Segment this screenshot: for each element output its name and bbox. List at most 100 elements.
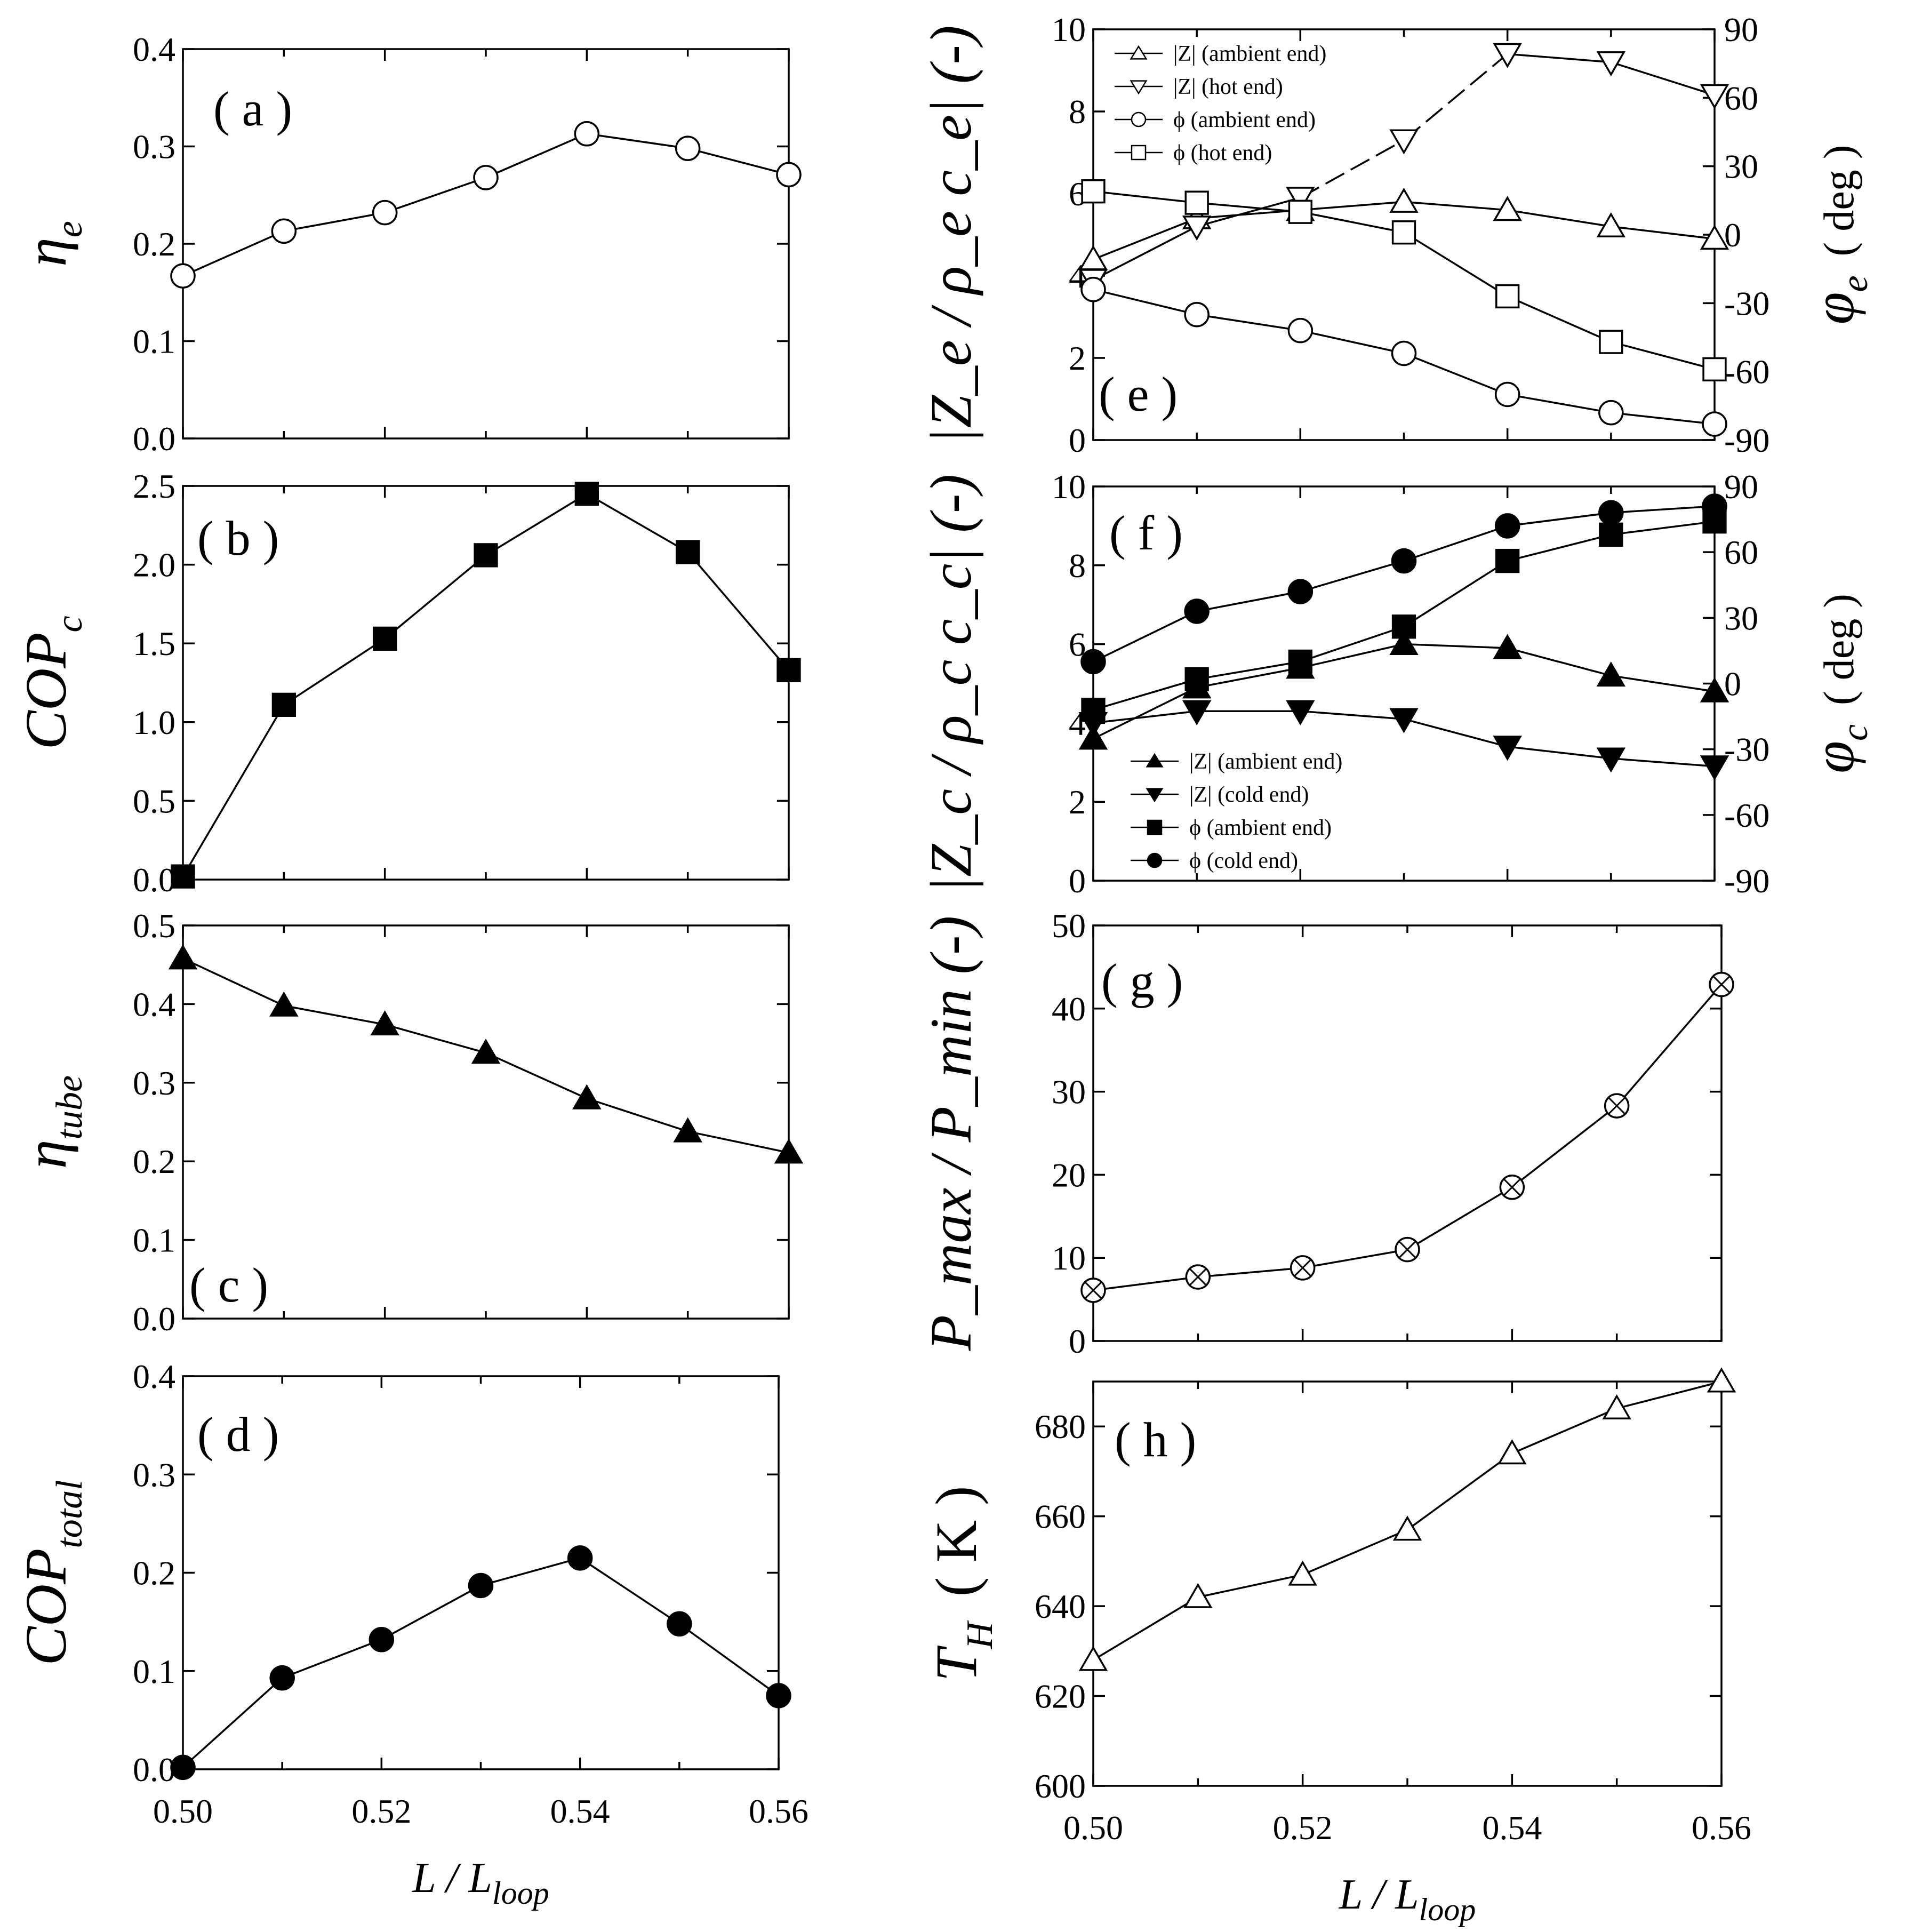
series-line-segment	[1197, 202, 1301, 213]
series-line-segment	[284, 1004, 385, 1026]
series-line-segment	[1093, 217, 1197, 260]
series-line-segment	[1511, 1407, 1617, 1455]
data-point	[1078, 1646, 1108, 1671]
y-tick-label: 40	[1052, 990, 1086, 1028]
series-line-segment	[1507, 209, 1612, 228]
data-point	[370, 1010, 399, 1036]
data-point	[1286, 700, 1315, 725]
legend-entry: ϕ (hot end)	[1115, 141, 1272, 165]
panel-a: 0.0 0.1 0.2 0.3 0.4 ( a ) ηe	[13, 30, 802, 458]
series-line-segment	[1093, 288, 1197, 316]
series-line-segment	[1616, 1380, 1722, 1410]
series-c-0	[168, 944, 804, 1164]
x-axis-label-sub: loop	[1419, 1892, 1476, 1927]
series-line-segment	[1611, 411, 1715, 425]
data-point	[1182, 700, 1212, 725]
series-e-1	[1078, 43, 1729, 294]
data-point	[1391, 220, 1416, 245]
data-point	[1185, 1264, 1211, 1290]
data-point	[1596, 747, 1626, 773]
series-line-segment	[1507, 295, 1612, 343]
legend-entry: ϕ (cold end)	[1131, 849, 1298, 873]
y-tick-label: 0.2	[133, 1143, 175, 1180]
data-point	[1392, 1515, 1422, 1541]
series-line-segment	[586, 493, 688, 553]
series-line-segment	[1196, 590, 1301, 612]
y-tick-label: 0.3	[133, 128, 175, 166]
y-axis-label-main: T	[924, 1645, 989, 1681]
data-point	[1497, 1439, 1527, 1465]
data-point	[1288, 1560, 1317, 1586]
y-axis-label-main: COP	[13, 633, 78, 750]
x-axis-label: L / Lloop	[412, 1855, 549, 1911]
series-line-segment	[485, 1052, 588, 1099]
y-axis-label-sub: tube	[49, 1075, 90, 1140]
data-point	[1081, 179, 1106, 204]
legend-label: |Z| (ambient end)	[1173, 42, 1326, 66]
y-tick-label: 640	[1035, 1587, 1086, 1625]
series-line-segment	[1507, 533, 1612, 562]
data-point	[1389, 187, 1419, 213]
data-point	[1389, 129, 1419, 155]
data-point	[1286, 187, 1315, 212]
series-line-segment	[182, 1677, 283, 1768]
y-tick-label: 0.0	[133, 1300, 175, 1338]
y-tick-label: 0.0	[133, 1751, 175, 1789]
data-point	[1596, 661, 1626, 687]
y2-tick-label: 30	[1724, 599, 1758, 637]
series-line-segment	[1507, 647, 1612, 677]
data-point	[1702, 493, 1727, 519]
data-point	[1391, 340, 1417, 366]
data-point	[1493, 634, 1522, 659]
data-point	[574, 121, 600, 147]
data-point	[1395, 1236, 1420, 1263]
y2-axis-label-sub: c	[1835, 724, 1876, 741]
data-point	[673, 1117, 702, 1143]
panel-label: ( f )	[1109, 506, 1183, 560]
y-axis-label: TH ( K )	[924, 1486, 1000, 1682]
x-tick-label: 0.50	[153, 1792, 213, 1830]
y2-axis-label: φc ( deg )	[1801, 594, 1876, 773]
y-axis-label: |Z_e / ρ_e c_e| (-)	[918, 25, 983, 444]
data-point	[1700, 84, 1729, 109]
legend-entry: |Z| (ambient end)	[1115, 42, 1326, 66]
y-tick-label: 0.1	[133, 323, 175, 361]
y-tick-label: 0.3	[133, 1456, 175, 1494]
y-tick-label: 10	[1052, 1239, 1086, 1277]
series-line-segment	[480, 1557, 581, 1587]
y2-tick-label: -90	[1724, 862, 1769, 900]
legend-marker	[1147, 852, 1163, 868]
data-point	[1078, 724, 1108, 750]
y-tick-label: 2.5	[133, 467, 175, 505]
data-point	[766, 1683, 791, 1709]
y-axis-label-main: COP	[13, 1548, 78, 1666]
y2-tick-label: 90	[1724, 11, 1758, 49]
series-line-segment	[1403, 560, 1508, 628]
series-line-segment	[1300, 710, 1404, 720]
y-tick-label: 30	[1052, 1073, 1086, 1111]
panel-label: ( g )	[1101, 954, 1183, 1008]
legend-label: |Z| (hot end)	[1173, 75, 1283, 99]
y-tick-label: 10	[1052, 468, 1086, 506]
data-point	[1080, 649, 1106, 675]
data-point	[1183, 1583, 1213, 1608]
data-point	[776, 658, 801, 683]
series-f-3	[1080, 493, 1727, 675]
panel-h: 600 620 640 660 680 0.50 0.52 0.54 0.56 L / Lloop…	[924, 1367, 1751, 1927]
y-tick-label: 0.5	[133, 907, 175, 945]
series-line-segment	[586, 1097, 688, 1132]
data-point	[1494, 381, 1520, 408]
series-line-segment	[1403, 231, 1508, 297]
data-point	[1182, 215, 1212, 241]
series-line-segment	[1403, 525, 1508, 562]
series-line-segment	[1507, 53, 1611, 63]
series-line-segment	[1093, 686, 1197, 740]
y-tick-label: 2	[1069, 339, 1086, 377]
y-tick-label: 0.1	[133, 1222, 175, 1259]
series-line-segment	[1403, 352, 1508, 396]
data-point	[1081, 698, 1106, 722]
series-line-segment	[1197, 209, 1301, 219]
series-line-segment	[284, 211, 385, 232]
y-axis-label: COPc	[13, 616, 90, 749]
y-tick-label: 600	[1035, 1767, 1086, 1805]
